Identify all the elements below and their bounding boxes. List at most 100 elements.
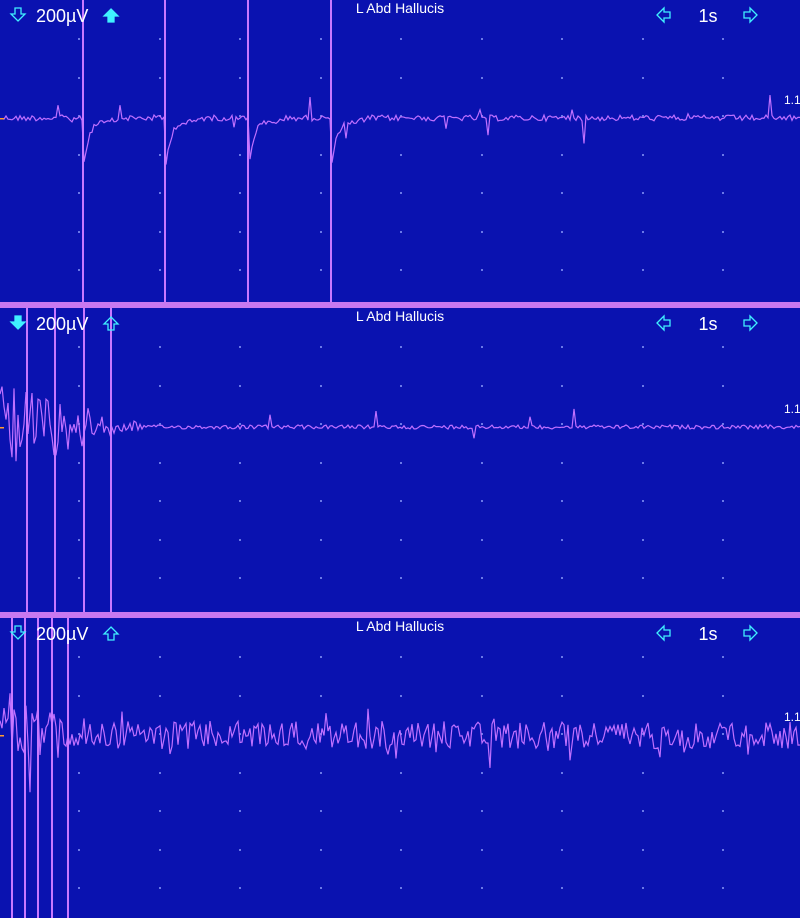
grid-dot: [481, 656, 483, 658]
grid-dot: [159, 695, 161, 697]
grid-dot: [722, 423, 724, 425]
sensitivity-up-button[interactable]: [102, 316, 120, 331]
grid-dot: [561, 810, 563, 812]
grid-dot: [561, 154, 563, 156]
grid-dot: [642, 810, 644, 812]
grid-dot: [78, 346, 80, 348]
grid-dot: [561, 733, 563, 735]
grid-dot: [239, 500, 241, 502]
grid-dot: [561, 115, 563, 117]
grid-dot: [239, 192, 241, 194]
grid-dot: [320, 887, 322, 889]
grid-dot: [642, 38, 644, 40]
timebase: 1s: [698, 6, 717, 26]
grid-dot: [400, 656, 402, 658]
sensitivity-down-button[interactable]: [9, 625, 27, 640]
sensitivity: 200µV: [36, 6, 88, 26]
grid-dot: [400, 423, 402, 425]
grid-dot: [481, 733, 483, 735]
grid-dot: [481, 154, 483, 156]
timebase-left-button[interactable]: [656, 624, 671, 642]
grid-dot: [400, 500, 402, 502]
channel-label: L Abd Hallucis: [356, 618, 444, 634]
grid-dot: [400, 577, 402, 579]
trace-marker: 1.1: [784, 93, 800, 107]
grid-dot: [481, 772, 483, 774]
grid-dot: [642, 772, 644, 774]
grid-dot: [561, 38, 563, 40]
grid-dot: [642, 656, 644, 658]
grid-dot: [78, 577, 80, 579]
timebase: 1s: [698, 314, 717, 334]
grid-dot: [239, 231, 241, 233]
grid-dot: [481, 231, 483, 233]
sensitivity-down-button[interactable]: [9, 7, 27, 22]
timebase-left-button[interactable]: [656, 314, 671, 332]
sensitivity-up-button[interactable]: [102, 8, 120, 23]
grid-dot: [481, 77, 483, 79]
grid-dot: [642, 115, 644, 117]
grid-dot: [400, 772, 402, 774]
grid-dot: [78, 385, 80, 387]
grid-dot: [642, 887, 644, 889]
grid-dot: [78, 115, 80, 117]
grid-dot: [481, 887, 483, 889]
sensitivity-down-button[interactable]: [9, 315, 27, 330]
grid-dot: [561, 887, 563, 889]
grid-dot: [400, 810, 402, 812]
grid-dot: [722, 77, 724, 79]
grid-dot: [239, 346, 241, 348]
timebase-right-button[interactable]: [743, 624, 758, 642]
grid-dot: [481, 269, 483, 271]
grid-dot: [400, 887, 402, 889]
baseline-marker: [0, 427, 4, 429]
baseline-marker: [0, 735, 4, 737]
grid-dot: [481, 539, 483, 541]
grid-dot: [722, 385, 724, 387]
sensitivity-up-button[interactable]: [102, 626, 120, 641]
timebase-right-button[interactable]: [743, 314, 758, 332]
grid-dot: [722, 500, 724, 502]
grid-dot: [722, 849, 724, 851]
grid-dot: [78, 849, 80, 851]
grid-dot: [159, 772, 161, 774]
grid-dot: [400, 346, 402, 348]
grid-dot: [239, 810, 241, 812]
grid-dot: [400, 77, 402, 79]
grid-dot: [320, 423, 322, 425]
grid-dot: [78, 38, 80, 40]
trace-marker: 1.1: [784, 402, 800, 416]
panel-divider: [0, 302, 800, 308]
grid-dot: [159, 733, 161, 735]
grid-dot: [320, 346, 322, 348]
grid-dot: [481, 192, 483, 194]
channel-label: L Abd Hallucis: [356, 0, 444, 16]
grid-dot: [239, 539, 241, 541]
grid-dot: [561, 772, 563, 774]
grid-dot: [78, 810, 80, 812]
grid-dot: [239, 115, 241, 117]
grid-dot: [400, 385, 402, 387]
grid-dot: [722, 539, 724, 541]
grid-dot: [239, 695, 241, 697]
grid-dot: [239, 462, 241, 464]
timebase-right-button[interactable]: [743, 6, 758, 24]
grid-dot: [400, 192, 402, 194]
grid-dot: [239, 423, 241, 425]
grid-dot: [320, 500, 322, 502]
grid-dot: [642, 154, 644, 156]
grid-dot: [78, 269, 80, 271]
grid-dot: [159, 810, 161, 812]
timebase-left-button[interactable]: [656, 6, 671, 24]
grid-dot: [481, 500, 483, 502]
grid-dot: [561, 577, 563, 579]
grid-dot: [642, 423, 644, 425]
grid-dot: [400, 269, 402, 271]
grid-dot: [561, 656, 563, 658]
grid-dot: [642, 539, 644, 541]
grid-dot: [320, 77, 322, 79]
grid-dot: [642, 192, 644, 194]
emg-trace: [0, 386, 800, 462]
grid-dot: [642, 231, 644, 233]
